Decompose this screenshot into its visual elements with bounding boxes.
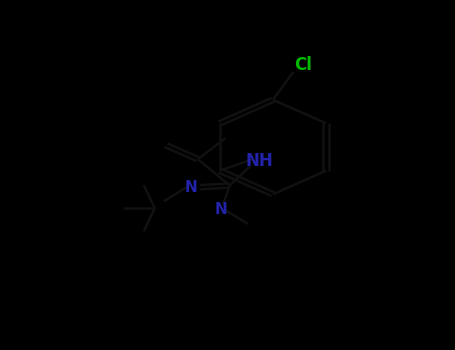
- Text: NH: NH: [246, 152, 273, 170]
- Text: Cl: Cl: [293, 56, 312, 74]
- Text: N: N: [185, 180, 197, 195]
- Text: N: N: [214, 203, 227, 217]
